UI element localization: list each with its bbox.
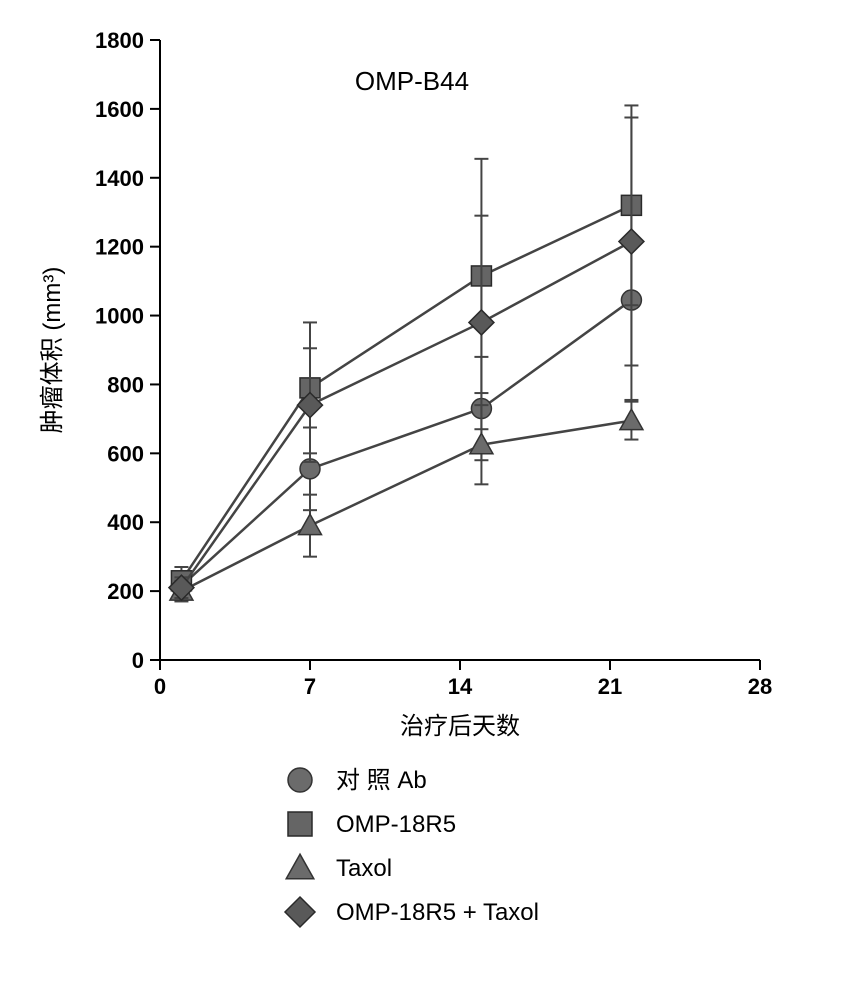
legend-marker <box>288 812 312 836</box>
x-tick-label: 14 <box>448 674 473 699</box>
marker-triangle <box>620 409 643 430</box>
legend-label: Taxol <box>336 855 392 882</box>
x-tick-label: 28 <box>748 674 772 699</box>
series-line <box>181 421 631 591</box>
axes <box>160 40 760 660</box>
legend-label: 对 照 Ab <box>336 767 427 794</box>
line-chart-svg: 0 200 400 600 800 1000 1200 1400 1600 1800 0 7 14 21 2… <box>0 0 846 1000</box>
marker-triangle <box>299 514 322 535</box>
x-tick-label: 7 <box>304 674 316 699</box>
x-tick-label: 21 <box>598 674 622 699</box>
y-tick-label: 800 <box>107 372 144 397</box>
y-tick-label: 0 <box>132 648 144 673</box>
y-tick-label: 1000 <box>95 304 144 329</box>
marker-diamond <box>469 310 494 335</box>
series-0 <box>171 200 641 598</box>
series-line <box>181 300 631 586</box>
legend-label: OMP-18R5 <box>336 811 456 838</box>
chart-container: 0 200 400 600 800 1000 1200 1400 1600 1800 0 7 14 21 2… <box>0 0 846 1000</box>
legend-marker <box>288 768 312 792</box>
series-1 <box>171 105 641 594</box>
legend-label: OMP-18R5 + Taxol <box>336 899 539 926</box>
y-tick-label: 1400 <box>95 166 144 191</box>
legend: 对 照 Ab OMP-18R5 Taxol OMP-18R5 + Taxol <box>285 767 539 927</box>
x-tick-label: 0 <box>154 674 166 699</box>
chart-title: OMP-B44 <box>355 66 469 96</box>
legend-marker <box>286 854 314 879</box>
y-tick-label: 1800 <box>95 28 144 53</box>
marker-diamond <box>619 229 644 254</box>
y-tick-label: 1200 <box>95 235 144 260</box>
x-axis-label: 治疗后天数 <box>400 713 520 740</box>
y-tick-label: 400 <box>107 510 144 535</box>
series-3 <box>169 118 644 601</box>
legend-marker <box>285 897 315 927</box>
y-tick-label: 200 <box>107 579 144 604</box>
y-tick-label: 600 <box>107 441 144 466</box>
series-line <box>181 242 631 588</box>
y-axis-label: 肿瘤体积 (mm³) <box>39 267 66 434</box>
y-tick-label: 1600 <box>95 97 144 122</box>
